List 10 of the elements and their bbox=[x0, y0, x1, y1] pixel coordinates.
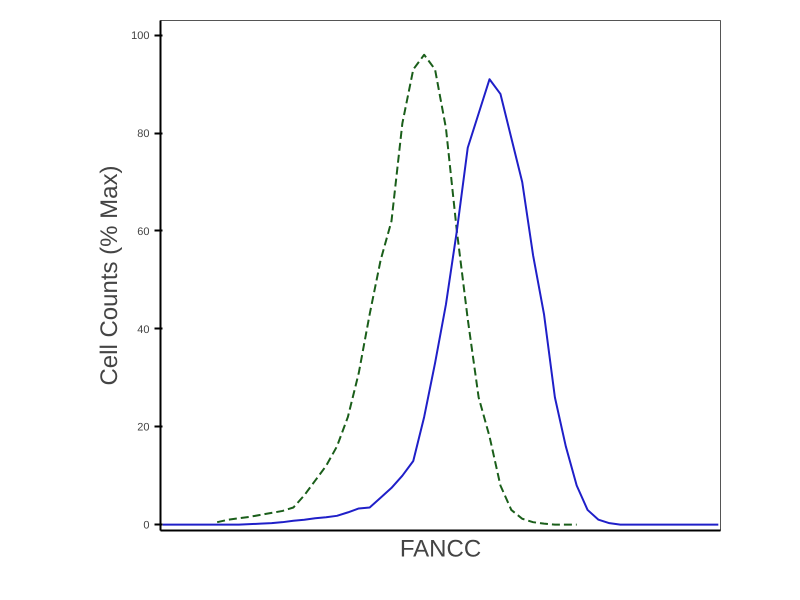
line-series bbox=[216, 54, 578, 526]
y-tick-label: 60 bbox=[137, 226, 150, 238]
y-axis-title: Cell Counts (% Max) bbox=[96, 165, 124, 386]
x-axis-title: FANCC bbox=[400, 536, 482, 562]
y-tick-label: 0 bbox=[143, 520, 150, 532]
line-series bbox=[162, 78, 720, 526]
y-tick-label: 20 bbox=[137, 422, 150, 434]
y-tick-label: 80 bbox=[137, 128, 150, 140]
y-tick-label: 100 bbox=[131, 30, 150, 42]
y-tick-label: 40 bbox=[137, 324, 150, 336]
